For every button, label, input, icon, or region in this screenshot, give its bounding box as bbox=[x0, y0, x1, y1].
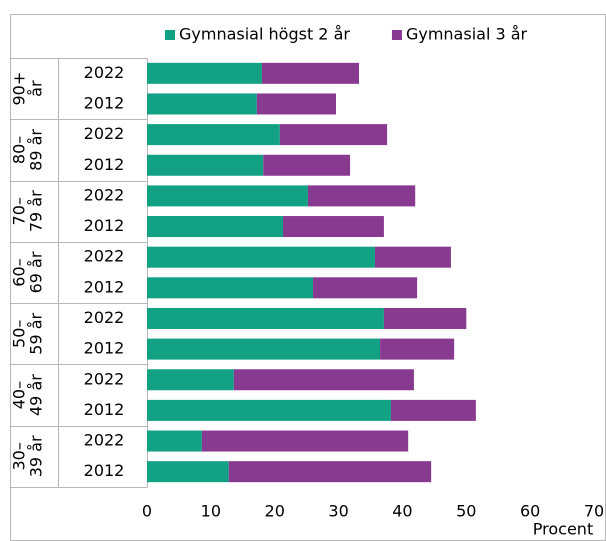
legend-label: Gymnasial högst 2 år bbox=[179, 25, 350, 44]
group-label: 40– bbox=[10, 381, 29, 409]
x-tick-label: 30 bbox=[328, 502, 348, 521]
bar-segment bbox=[147, 430, 202, 452]
y-tick-label: 2012 bbox=[84, 93, 125, 112]
group-label: 50– bbox=[10, 320, 29, 348]
x-tick-label: 60 bbox=[520, 502, 540, 521]
bar-segment bbox=[147, 369, 234, 391]
bar-segment bbox=[279, 124, 388, 146]
bar-segment bbox=[147, 62, 262, 84]
bar-segment bbox=[390, 399, 476, 421]
y-tick-label: 2022 bbox=[84, 431, 125, 450]
group-label: 89 år bbox=[27, 129, 46, 171]
bar-segment bbox=[147, 154, 264, 176]
y-tick-label: 2022 bbox=[84, 247, 125, 266]
bar-segment bbox=[147, 307, 384, 329]
bar-segment bbox=[261, 62, 360, 84]
bar-segment bbox=[147, 461, 229, 483]
bar-segment bbox=[256, 93, 337, 115]
group-label: 69 år bbox=[27, 251, 46, 293]
y-tick-label: 2022 bbox=[84, 369, 125, 388]
legend-swatch bbox=[165, 30, 175, 40]
bar-segment bbox=[228, 461, 432, 483]
y-tick-label: 2012 bbox=[84, 400, 125, 419]
legend-label: Gymnasial 3 år bbox=[406, 25, 528, 44]
y-tick-label: 2012 bbox=[84, 155, 125, 174]
bar-segment bbox=[147, 124, 280, 146]
bar-segment bbox=[383, 307, 467, 329]
y-tick-label: 2012 bbox=[84, 461, 125, 480]
bar-segment bbox=[307, 185, 416, 207]
group-label: 79 år bbox=[27, 190, 46, 232]
group-label: 70– bbox=[10, 197, 29, 225]
group-label: 60– bbox=[10, 258, 29, 286]
group-label: 80– bbox=[10, 136, 29, 164]
x-tick-label: 70 bbox=[584, 502, 604, 521]
group-label: 30– bbox=[10, 442, 29, 470]
group-label: 90+ bbox=[10, 72, 29, 106]
y-tick-label: 2012 bbox=[84, 216, 125, 235]
bar-segment bbox=[374, 246, 451, 268]
group-label: 39 år bbox=[27, 435, 46, 477]
bar-segment bbox=[263, 154, 351, 176]
bar-segment bbox=[380, 338, 455, 360]
x-tick-label: 0 bbox=[142, 502, 152, 521]
legend-swatch bbox=[391, 30, 402, 40]
bar-segment bbox=[147, 246, 375, 268]
x-tick-label: 40 bbox=[392, 502, 412, 521]
bar-segment bbox=[201, 430, 409, 452]
y-tick-label: 2022 bbox=[84, 308, 125, 327]
group-label: 59 år bbox=[27, 312, 46, 354]
bar-segment bbox=[147, 338, 381, 360]
y-tick-label: 2022 bbox=[84, 63, 125, 82]
y-tick-label: 2022 bbox=[84, 124, 125, 143]
group-label: år bbox=[27, 80, 46, 97]
x-tick-label: 50 bbox=[456, 502, 476, 521]
bar-segment bbox=[313, 277, 418, 299]
x-tick-label: 20 bbox=[265, 502, 285, 521]
group-label: 49 år bbox=[27, 374, 46, 416]
bar-segment bbox=[147, 399, 391, 421]
x-tick-label: 10 bbox=[201, 502, 221, 521]
x-axis-label: Procent bbox=[533, 520, 593, 539]
bar-segment bbox=[147, 93, 257, 115]
y-tick-label: 2022 bbox=[84, 185, 125, 204]
bar-segment bbox=[147, 277, 314, 299]
y-tick-label: 2012 bbox=[84, 277, 125, 296]
bar-segment bbox=[147, 216, 284, 238]
y-tick-label: 2012 bbox=[84, 339, 125, 358]
bar-segment bbox=[283, 216, 384, 238]
bar-segment bbox=[147, 185, 308, 207]
bar-segment bbox=[233, 369, 414, 391]
